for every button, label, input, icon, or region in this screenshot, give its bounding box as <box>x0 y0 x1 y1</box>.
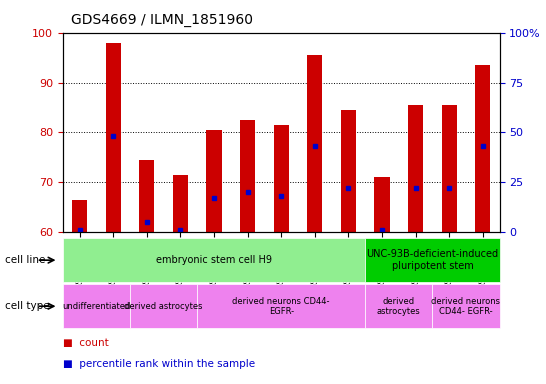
Bar <box>206 130 222 232</box>
Bar <box>442 105 457 232</box>
Bar <box>139 160 155 232</box>
Text: undifferentiated: undifferentiated <box>62 302 130 311</box>
Bar <box>240 120 255 232</box>
Text: derived astrocytes: derived astrocytes <box>124 302 203 311</box>
Bar <box>408 105 423 232</box>
Text: UNC-93B-deficient-induced
pluripotent stem: UNC-93B-deficient-induced pluripotent st… <box>366 249 498 271</box>
Text: embryonic stem cell H9: embryonic stem cell H9 <box>156 255 272 265</box>
Bar <box>375 177 389 232</box>
Bar <box>72 200 87 232</box>
Bar <box>274 125 289 232</box>
Text: ■  percentile rank within the sample: ■ percentile rank within the sample <box>63 359 255 369</box>
Bar <box>475 65 490 232</box>
Bar <box>341 110 356 232</box>
Text: GDS4669 / ILMN_1851960: GDS4669 / ILMN_1851960 <box>71 13 253 27</box>
Text: cell type: cell type <box>5 301 50 311</box>
Text: derived neurons
CD44- EGFR-: derived neurons CD44- EGFR- <box>431 296 501 316</box>
Text: derived
astrocytes: derived astrocytes <box>377 296 420 316</box>
Text: cell line: cell line <box>5 255 46 265</box>
Bar <box>307 55 322 232</box>
Text: ■  count: ■ count <box>63 338 109 348</box>
Text: derived neurons CD44-
EGFR-: derived neurons CD44- EGFR- <box>233 296 330 316</box>
Bar <box>105 43 121 232</box>
Bar <box>173 175 188 232</box>
